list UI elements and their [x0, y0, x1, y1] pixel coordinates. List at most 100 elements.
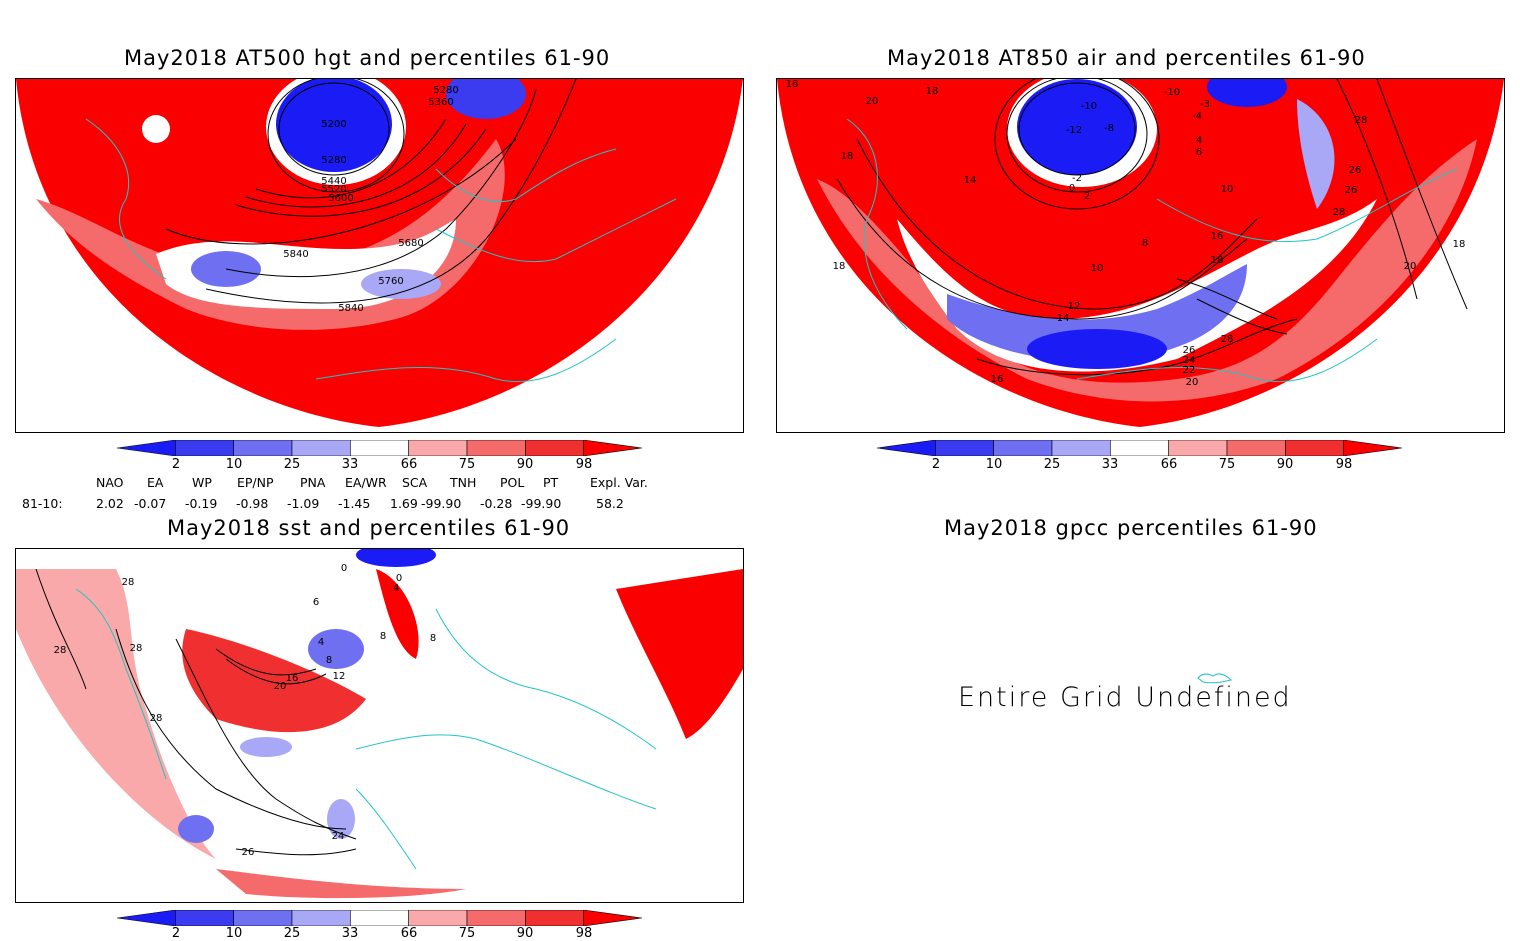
colorbar-segment [583, 439, 643, 457]
contour-label: 5360 [428, 97, 453, 108]
colorbar-segment [1285, 439, 1344, 457]
tele-header: TNH [450, 475, 477, 490]
percentile-field-mid [817, 139, 1477, 402]
percentile-field-neutral3 [142, 115, 170, 143]
contour-label: 5680 [398, 238, 423, 249]
temperature-contours [836, 79, 1468, 376]
tele-header: NAO [96, 475, 124, 490]
tele-value: -1.09 [287, 496, 320, 511]
colorbar-segment [408, 439, 468, 457]
colorbar-labels-sst: 2 10 25 33 66 75 90 98 [117, 926, 642, 941]
contour-label: 16 [786, 79, 799, 90]
contour-label: 4 [393, 583, 399, 594]
tele-header: PNA [300, 475, 326, 490]
contour-label: 6 [1196, 147, 1202, 158]
percentile-field-cold3 [1207, 79, 1287, 107]
contour-label: 20 [1186, 377, 1199, 388]
colorbar-svg [116, 909, 643, 927]
percentile-field-cool2 [361, 269, 441, 299]
contour-label: 16 [286, 673, 299, 684]
map-panel-hgt: 5200 5280 5280 5360 5440 5520 5600 5680 … [15, 78, 744, 433]
tele-value: -0.19 [185, 496, 218, 511]
contour-label: 8 [380, 631, 386, 642]
percentile-field-cold [1027, 329, 1167, 369]
colorbar-tick: 2 [171, 457, 181, 472]
map-panel-sst: 28 28 28 28 0 0 4 6 4 8 8 8 12 16 20 24 … [15, 548, 744, 903]
colorbar-tick: 10 [985, 457, 1003, 472]
contour-label: 18 [1211, 255, 1224, 266]
colorbar-segment [1226, 439, 1286, 457]
contour-label: -2 [1072, 173, 1082, 184]
coastlines [846, 118, 1458, 383]
percentile-field-warm [182, 629, 366, 733]
percentile-field-cool [947, 264, 1247, 362]
sst-contours [35, 568, 357, 856]
contour-label: 28 [122, 577, 135, 588]
tele-value: -1.45 [338, 496, 371, 511]
tele-value: 1.69 [390, 496, 418, 511]
colorbar-svg [116, 439, 643, 457]
contour-label: 8 [326, 655, 332, 666]
contour-label: 5840 [283, 249, 308, 260]
tele-value: -99.90 [421, 496, 462, 511]
panel-title-gpcc: May2018 gpcc percentiles 61-90 [944, 516, 1318, 540]
contour-label: 4 [1196, 135, 1202, 146]
contour-label: 12 [333, 671, 346, 682]
colorbar-segment [583, 909, 643, 927]
tele-value: -0.07 [134, 496, 167, 511]
tele-header: EP/NP [237, 475, 274, 490]
tele-value: 2.02 [96, 496, 124, 511]
contour-label: 26 [1349, 165, 1362, 176]
colorbar-tick: 75 [458, 457, 476, 472]
colorbar-segment [1110, 439, 1169, 457]
tele-header: POL [500, 475, 525, 490]
colorbar-tick: 75 [458, 926, 476, 941]
contour-label: 20 [274, 681, 287, 692]
colorbar-tick: 33 [1101, 457, 1119, 472]
colorbar-tick: 75 [1218, 457, 1236, 472]
colorbar-segment [1168, 439, 1228, 457]
colorbar-sst [116, 909, 643, 927]
colorbar-segment [876, 439, 936, 457]
tele-value: -99.90 [521, 496, 562, 511]
colorbar-tick: 66 [400, 457, 418, 472]
colorbar-tick: 66 [1160, 457, 1178, 472]
colorbar-segment [935, 439, 994, 457]
tele-header: PT [543, 475, 559, 490]
contour-label: 5280 [433, 85, 458, 96]
colorbar-tick: 10 [225, 457, 243, 472]
undefined-grid-message: Entire Grid Undefined [958, 682, 1292, 713]
colorbar-tick: 2 [931, 457, 941, 472]
colorbar-tick: 33 [341, 926, 359, 941]
contour-label: 0 [341, 563, 347, 574]
contour-label: 28 [1221, 334, 1234, 345]
colorbar-segment [175, 909, 234, 927]
contour-label: -10 [1164, 87, 1180, 98]
percentile-field-mid [216, 869, 466, 899]
tele-header: EA [147, 475, 164, 490]
colorbar-labels-air: 2 10 25 33 66 75 90 98 [877, 457, 1402, 473]
percentile-field-cool [308, 629, 364, 669]
contour-label: 18 [926, 86, 939, 97]
colorbar-segment [233, 909, 293, 927]
tele-header: SCA [402, 475, 428, 490]
map-sst-svg: 28 28 28 28 0 0 4 6 4 8 8 8 12 16 20 24 … [16, 549, 743, 899]
colorbar-tick: 2 [171, 926, 181, 941]
teleconnection-table: NAO EA WP EP/NP PNA EA/WR SCA TNH POL PT… [0, 475, 760, 515]
percentile-field-cool2 [1297, 99, 1335, 209]
contour-labels: 16 18 18 20 18 -10 -12 -8 -2 0 2 14 -10 … [786, 79, 1466, 388]
map-hgt-svg: 5200 5280 5280 5360 5440 5520 5600 5680 … [16, 79, 743, 427]
contour-label: 5200 [321, 119, 346, 130]
colorbar-segment [466, 909, 526, 927]
colorbar-segment [1051, 439, 1111, 457]
contour-label: 16 [991, 374, 1004, 385]
percentile-field-warm3 [376, 569, 419, 659]
contour-label: 24 [332, 831, 345, 842]
colorbar-segment [350, 439, 409, 457]
colorbar-tick: 98 [575, 926, 593, 941]
tele-header: WP [192, 475, 212, 490]
panel-title-air: May2018 AT850 air and percentiles 61-90 [887, 46, 1366, 70]
contour-labels: 28 28 28 28 0 0 4 6 4 8 8 8 12 16 20 24 … [54, 563, 437, 858]
contour-label: 22 [1183, 365, 1196, 376]
contour-label: 18 [841, 151, 854, 162]
